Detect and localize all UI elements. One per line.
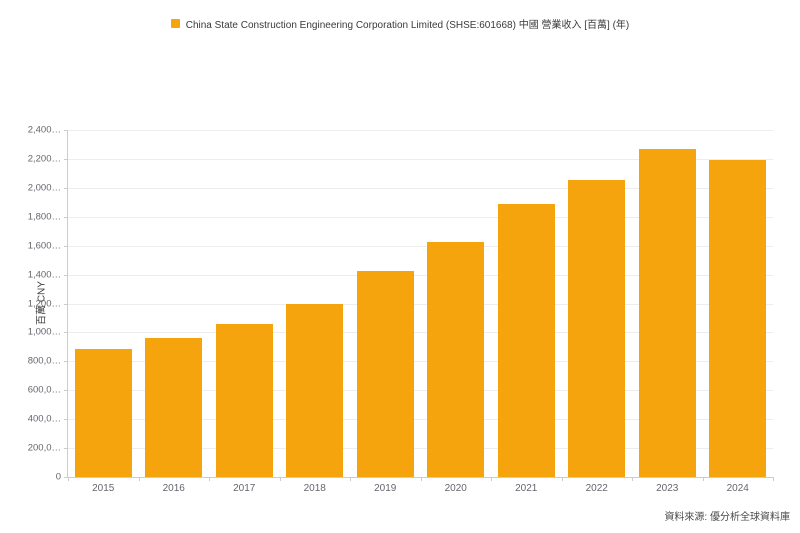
y-tick-mark <box>64 130 68 131</box>
bar-2020[interactable] <box>427 242 485 477</box>
y-tick-mark <box>64 187 68 189</box>
x-tick-mark <box>279 477 281 481</box>
bar-2022[interactable] <box>568 179 626 477</box>
gridline <box>68 245 773 247</box>
gridline <box>68 158 773 160</box>
bar-2017[interactable] <box>215 324 273 477</box>
gridline <box>68 303 773 305</box>
gridline <box>68 390 773 392</box>
x-tick-mark <box>491 477 492 481</box>
x-tick-label: 2019 <box>374 483 397 494</box>
x-tick-label: 2024 <box>726 483 749 494</box>
y-tick-mark <box>64 448 68 450</box>
bar-2016[interactable] <box>145 338 203 477</box>
y-tick-mark <box>64 274 68 276</box>
y-tick-mark <box>64 361 68 363</box>
y-tick-mark <box>64 158 68 160</box>
y-tick-label: 1,400… <box>27 269 61 281</box>
gridline <box>68 419 773 421</box>
y-tick-label: 2,000… <box>27 182 61 194</box>
y-tick-label: 0 <box>55 471 61 483</box>
x-tick-mark <box>702 477 704 481</box>
y-tick-mark <box>64 303 68 305</box>
x-tick-label: 2021 <box>515 483 538 494</box>
y-tick-mark <box>64 419 68 421</box>
legend-item[interactable]: China State Construction Engineering Cor… <box>0 16 800 31</box>
bar-2018[interactable] <box>286 303 344 477</box>
x-tick-mark <box>350 477 351 481</box>
y-tick-mark <box>64 332 68 334</box>
plot-area: 0 200,0… 400,0… 600,0… 800,0… 1,000… 1,200… 1,4… <box>28 125 774 494</box>
x-tick-label: 2015 <box>92 483 115 494</box>
y-tick-label: 2,200… <box>27 153 61 165</box>
bar-2021[interactable] <box>497 203 555 477</box>
gridline <box>68 274 773 276</box>
y-tick-mark <box>64 216 68 218</box>
x-tick-label: 2018 <box>303 483 326 494</box>
legend-label: China State Construction Engineering Cor… <box>185 20 630 31</box>
y-tick-mark <box>64 245 68 247</box>
x-tick-mark <box>138 477 140 481</box>
y-tick-label: 1,200… <box>27 298 61 309</box>
x-tick-label: 2020 <box>444 483 467 494</box>
gridline <box>68 361 773 363</box>
gridline <box>68 187 773 189</box>
x-tick-label: 2023 <box>656 483 679 494</box>
x-tick-mark <box>773 477 774 481</box>
legend-swatch-icon <box>170 19 180 28</box>
y-tick-label: 1,600… <box>27 240 61 252</box>
x-tick-mark <box>632 477 633 481</box>
x-tick-mark <box>68 477 69 481</box>
x-tick-mark <box>209 477 210 481</box>
gridline <box>68 448 773 450</box>
y-tick-label: 1,800… <box>27 211 61 223</box>
y-tick-label: 400,0… <box>27 413 61 425</box>
bar-2019[interactable] <box>356 270 414 477</box>
y-tick-label: 600,0… <box>27 384 61 396</box>
gridline <box>68 216 773 218</box>
x-tick-label: 2016 <box>162 483 185 494</box>
x-tick-label: 2022 <box>585 483 608 494</box>
y-tick-label: 200,0… <box>27 442 61 454</box>
x-tick-label: 2017 <box>233 483 256 494</box>
source-note: 資料來源: 優分析全球資料庫 <box>664 512 790 523</box>
y-tick-mark <box>64 477 68 478</box>
bar-2024[interactable] <box>709 160 767 477</box>
y-tick-label: 800,0… <box>27 355 61 367</box>
bar-2023[interactable] <box>638 148 696 477</box>
x-tick-mark <box>420 477 422 481</box>
y-tick-mark <box>64 390 68 392</box>
x-tick-mark <box>561 477 563 481</box>
bar-2015[interactable] <box>74 349 132 477</box>
gridline <box>68 332 773 334</box>
y-tick-label: 1,000… <box>27 326 61 338</box>
gridline <box>68 130 773 131</box>
y-tick-label: 2,400… <box>27 124 61 136</box>
